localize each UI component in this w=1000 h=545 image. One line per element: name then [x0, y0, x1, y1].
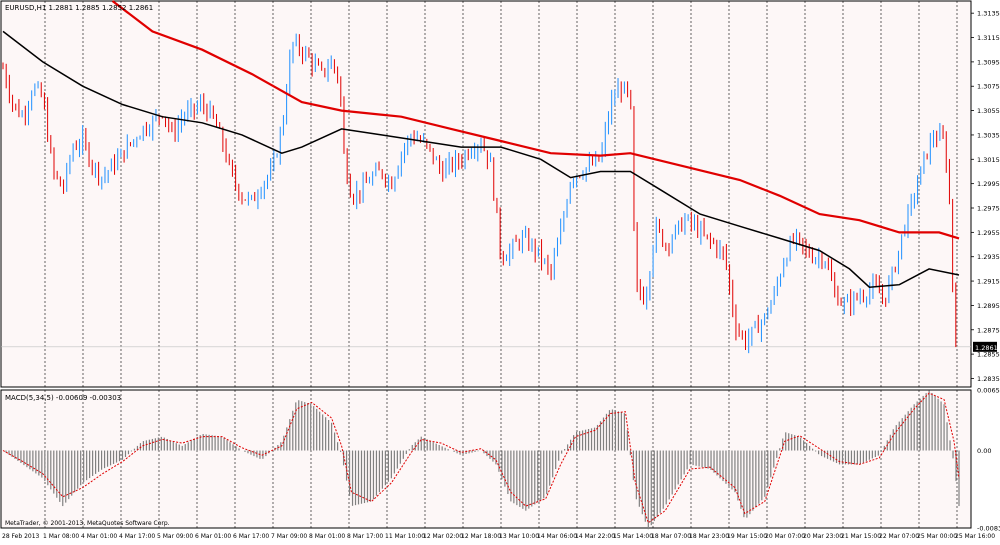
x-tick-label: 4 Mar 01:00	[81, 533, 117, 540]
x-tick-label: 4 Mar 17:00	[119, 533, 155, 540]
x-tick-label: 12 Mar 18:00	[461, 533, 501, 540]
x-tick-label: 15 Mar 14:00	[613, 533, 653, 540]
grid-lines	[1, 1, 971, 528]
y-tick-label: 1.2895	[977, 302, 1000, 310]
price-axis[interactable]: 1.3135 1.3115 1.3095 1.3075 1.3055 1.3035 1.30…	[971, 10, 1000, 533]
y-tick-label: 1.2975	[977, 205, 1000, 213]
x-tick-label: 21 Mar 15:00	[841, 533, 881, 540]
y-tick-label: 1.3035	[977, 131, 1000, 139]
slow-moving-average-line	[111, 0, 960, 240]
x-tick-label: 20 Mar 23:00	[803, 533, 843, 540]
y-tick-label: 1.3075	[977, 83, 1000, 91]
y-tick-label: 1.3135	[977, 10, 1000, 18]
x-tick-label: 6 Mar 17:00	[233, 533, 269, 540]
x-tick-label: 13 Mar 10:00	[499, 533, 539, 540]
x-tick-label: 18 Mar 07:00	[651, 533, 691, 540]
macd-y-tick-label: 0.00654	[977, 387, 1000, 395]
x-tick-label: 25 Mar 00:00	[917, 533, 957, 540]
y-tick-label: 1.2995	[977, 180, 1000, 188]
y-tick-label: 1.2875	[977, 326, 1000, 334]
y-tick-label: 1.2915	[977, 278, 1000, 286]
x-tick-label: 22 Mar 07:00	[879, 533, 919, 540]
price-panel[interactable]	[0, 0, 972, 388]
x-tick-label: 11 Mar 10:00	[385, 533, 425, 540]
macd-histogram	[2, 390, 960, 530]
x-tick-label: 28 Feb 2013	[2, 533, 40, 540]
macd-label: MACD(5,34,5) -0.00609 -0.00303	[5, 394, 121, 402]
symbol-header: EURUSD,H1 1.2881 1.2885 1.2852 1.2861	[5, 4, 153, 12]
y-tick-label: 1.3055	[977, 107, 1000, 115]
y-tick-label: 1.3095	[977, 58, 1000, 66]
x-tick-label: 20 Mar 07:00	[765, 533, 805, 540]
x-tick-label: 5 Mar 09:00	[157, 533, 193, 540]
x-tick-label: 14 Mar 06:00	[537, 533, 577, 540]
y-tick-label: 1.2935	[977, 253, 1000, 261]
macd-signal-line	[2, 392, 960, 524]
macd-y-tick-label: -0.00837	[977, 525, 1000, 533]
current-price-label: 1.2861	[975, 344, 998, 352]
y-tick-label: 1.2855	[977, 351, 1000, 359]
moving-averages	[2, 0, 960, 288]
x-tick-label: 8 Mar 01:00	[309, 533, 345, 540]
y-tick-label: 1.3015	[977, 156, 1000, 164]
macd-y-tick-label: 0.00	[977, 447, 991, 455]
x-tick-label: 8 Mar 17:00	[347, 533, 383, 540]
x-tick-label: 7 Mar 09:00	[271, 533, 307, 540]
x-tick-label: 6 Mar 01:00	[195, 533, 231, 540]
candlestick-series	[2, 33, 957, 354]
macd-panel[interactable]	[0, 389, 972, 529]
fast-moving-average-line	[2, 30, 960, 288]
y-tick-label: 1.3115	[977, 34, 1000, 42]
current-price-marker	[973, 341, 997, 352]
x-tick-label: 25 Mar 16:00	[955, 533, 995, 540]
x-tick-label: 18 Mar 23:00	[689, 533, 729, 540]
x-tick-label: 1 Mar 08:00	[43, 533, 79, 540]
time-axis[interactable]: 28 Feb 2013 1 Mar 08:00 4 Mar 01:00 4 Mar 1…	[2, 533, 995, 540]
x-tick-label: 14 Mar 22:00	[575, 533, 615, 540]
y-tick-label: 1.2955	[977, 229, 1000, 237]
y-tick-label: 1.2835	[977, 375, 1000, 383]
x-tick-label: 19 Mar 15:00	[727, 533, 767, 540]
copyright-text: MetaTrader, © 2001-2013, MetaQuotes Soft…	[5, 520, 170, 527]
x-tick-label: 12 Mar 02:00	[423, 533, 463, 540]
